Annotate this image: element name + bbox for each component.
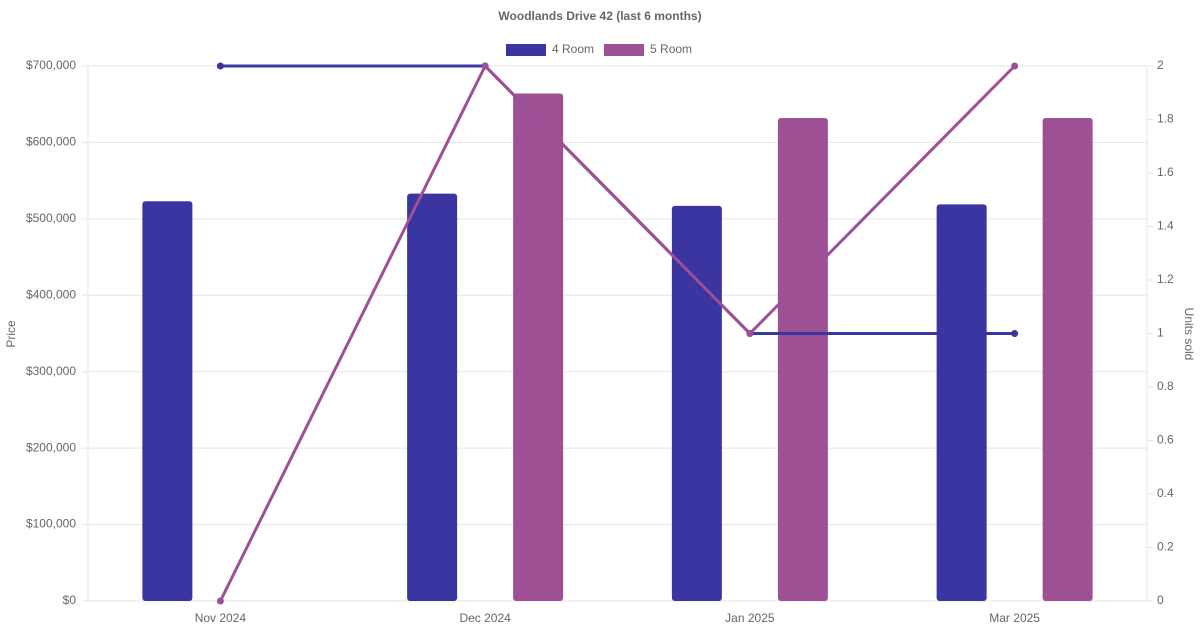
line bbox=[219, 63, 1016, 602]
y-tick-label: $200,000 bbox=[26, 440, 76, 454]
y2-tick-label: 1.6 bbox=[1157, 165, 1174, 179]
bar bbox=[142, 201, 193, 601]
y-tick-label: $700,000 bbox=[26, 58, 76, 72]
bar bbox=[1042, 117, 1093, 601]
line-point bbox=[481, 62, 489, 70]
bar bbox=[513, 93, 564, 601]
chart-title: Woodlands Drive 42 (last 6 months) bbox=[498, 9, 701, 23]
line-point bbox=[746, 330, 754, 337]
legend-label: 5 Room bbox=[650, 42, 692, 56]
bar bbox=[777, 117, 828, 601]
bar bbox=[407, 193, 458, 601]
x-tick-label: Dec 2024 bbox=[459, 611, 511, 625]
y2-tick-label: 0.2 bbox=[1157, 540, 1174, 554]
line-point bbox=[216, 597, 224, 605]
x-tick-label: Jan 2025 bbox=[725, 611, 775, 625]
line-point bbox=[1011, 62, 1019, 70]
y-tick-label: $100,000 bbox=[26, 517, 76, 531]
y-axis-title: Price bbox=[4, 320, 18, 348]
y2-tick-label: 1.8 bbox=[1157, 112, 1174, 126]
y-tick-label: $0 bbox=[63, 593, 77, 607]
legend-label: 4 Room bbox=[552, 42, 594, 56]
legend-swatch bbox=[506, 44, 546, 56]
y2-tick-label: 0 bbox=[1157, 593, 1164, 607]
legend-swatch bbox=[604, 44, 645, 56]
x-tick-label: Nov 2024 bbox=[195, 611, 247, 625]
y2-tick-label: 1.2 bbox=[1157, 272, 1174, 286]
y2-tick-label: 0.4 bbox=[1157, 486, 1174, 500]
y2-axis-title: Units sold bbox=[1182, 308, 1196, 361]
y-tick-label: $600,000 bbox=[26, 135, 76, 149]
x-tick-label: Mar 2025 bbox=[989, 611, 1040, 625]
y2-tick-label: 1 bbox=[1157, 326, 1164, 340]
line-point bbox=[1011, 330, 1019, 337]
y-tick-label: $500,000 bbox=[26, 211, 76, 225]
y-tick-label: $400,000 bbox=[26, 287, 76, 301]
y2-tick-label: 0.6 bbox=[1157, 433, 1174, 447]
bar bbox=[671, 205, 722, 601]
y2-tick-label: 2 bbox=[1157, 58, 1164, 72]
y2-tick-label: 1.4 bbox=[1157, 219, 1174, 233]
line-point bbox=[216, 62, 224, 70]
bar bbox=[936, 204, 987, 602]
y2-tick-label: 0.8 bbox=[1157, 379, 1174, 393]
y-tick-label: $300,000 bbox=[26, 364, 76, 378]
